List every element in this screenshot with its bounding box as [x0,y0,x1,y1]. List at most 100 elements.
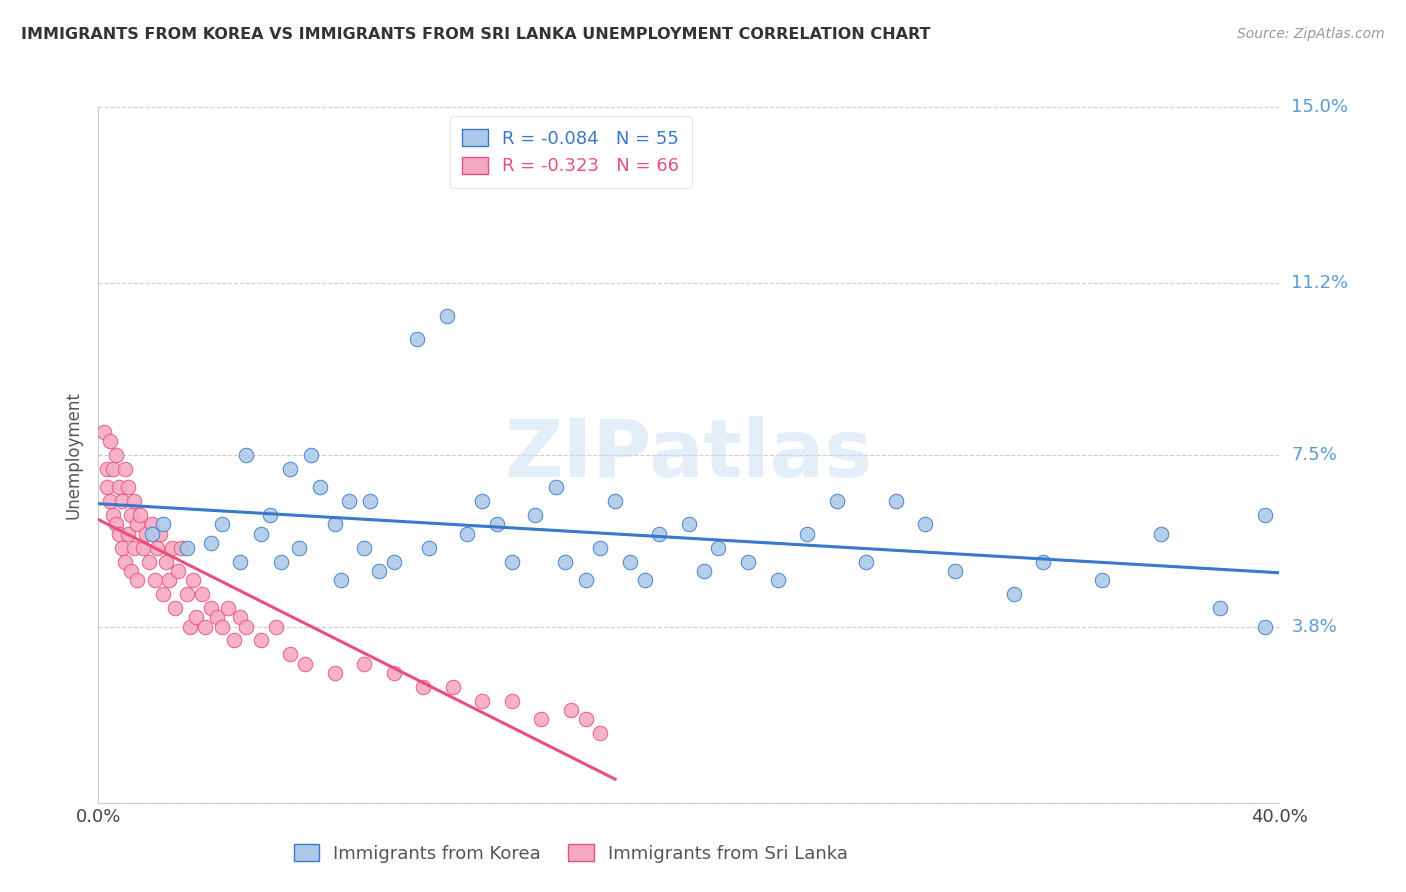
Point [157,573,180,587]
Point [299,448,322,462]
Point [200,536,222,550]
Point [441,680,464,694]
Point [128,508,150,523]
Point [111,494,134,508]
Point [554,555,576,569]
Point [179,619,201,633]
Point [382,555,405,569]
Point [98,434,121,448]
Point [486,517,509,532]
Point [108,480,131,494]
Point [125,573,148,587]
Point [693,564,716,578]
Point [530,712,553,726]
Point [278,648,302,662]
Text: IMMIGRANTS FROM KOREA VS IMMIGRANTS FROM SRI LANKA UNEMPLOYMENT CORRELATION CHAR: IMMIGRANTS FROM KOREA VS IMMIGRANTS FROM… [21,27,931,42]
Point [224,633,246,648]
Point [217,601,239,615]
Point [122,541,145,555]
Point [122,494,145,508]
Point [353,657,375,671]
Point [471,694,494,708]
Point [264,619,287,633]
Point [229,610,252,624]
Point [560,703,582,717]
Point [796,526,818,541]
Point [501,694,523,708]
Point [412,680,434,694]
Point [170,541,193,555]
Point [418,541,440,555]
Point [211,517,233,532]
Point [1254,619,1277,633]
Text: 3.8%: 3.8% [1291,617,1337,635]
Point [1091,573,1114,587]
Point [914,517,936,532]
Point [270,555,292,569]
Point [132,541,155,555]
Point [436,309,458,323]
Point [117,480,139,494]
Point [114,462,136,476]
Point [288,541,311,555]
Point [1254,508,1277,523]
Point [120,564,142,578]
Point [103,508,125,523]
Point [353,541,375,555]
Point [544,480,567,494]
Text: 11.2%: 11.2% [1291,275,1348,293]
Point [678,517,700,532]
Point [191,587,214,601]
Text: 15.0%: 15.0% [1291,98,1348,116]
Point [633,573,655,587]
Point [619,555,641,569]
Point [406,332,429,346]
Point [229,555,252,569]
Point [707,541,730,555]
Point [309,480,332,494]
Point [250,633,273,648]
Point [194,619,217,633]
Text: 7.5%: 7.5% [1291,446,1337,464]
Point [117,526,139,541]
Point [181,573,204,587]
Point [323,517,346,532]
Point [176,587,198,601]
Point [235,448,257,462]
Point [855,555,877,569]
Point [943,564,966,578]
Point [176,541,198,555]
Point [111,541,134,555]
Point [155,555,177,569]
Point [200,601,222,615]
Point [648,526,671,541]
Point [294,657,316,671]
Point [135,526,157,541]
Point [1032,555,1054,569]
Point [737,555,759,569]
Text: ZIPatlas: ZIPatlas [505,416,873,494]
Point [146,541,169,555]
Point [152,517,174,532]
Point [766,573,789,587]
Point [93,425,115,439]
Point [359,494,381,508]
Point [205,610,228,624]
Point [125,517,148,532]
Point [1209,601,1232,615]
Point [141,517,163,532]
Point [235,619,257,633]
Point [825,494,848,508]
Point [167,564,190,578]
Point [382,665,405,680]
Y-axis label: Unemployment: Unemployment [65,391,83,519]
Point [1150,526,1173,541]
Point [323,665,346,680]
Point [250,526,273,541]
Point [605,494,627,508]
Point [114,555,136,569]
Legend: Immigrants from Korea, Immigrants from Sri Lanka: Immigrants from Korea, Immigrants from S… [283,833,859,874]
Point [103,462,125,476]
Point [259,508,281,523]
Point [138,555,160,569]
